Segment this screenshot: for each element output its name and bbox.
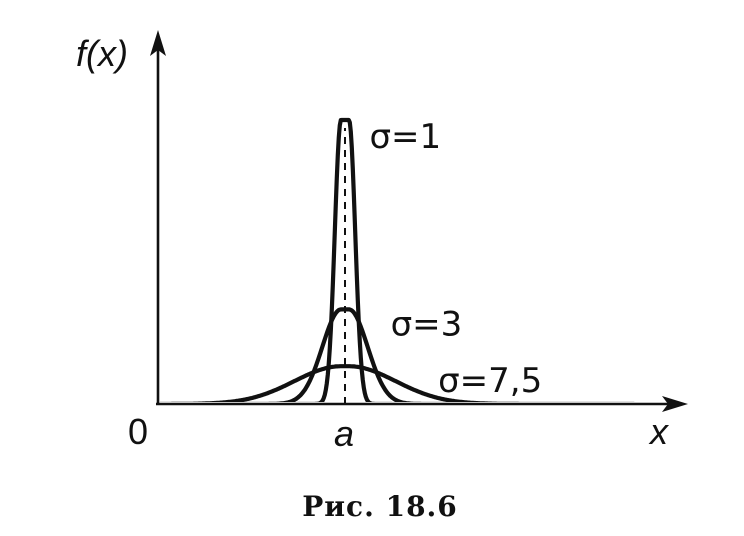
figure-caption: Рис. 18.6 (302, 490, 458, 523)
series-label-2: σ=3 (391, 304, 463, 344)
y-axis-label-text: f(x) (76, 33, 128, 74)
x-axis-label: x (648, 411, 670, 452)
mean-label: a (334, 413, 354, 454)
x-axis-arrow (662, 396, 688, 412)
curve-series-2 (222, 307, 468, 402)
series-group (160, 117, 635, 402)
series-labels: σ=1 σ=3 σ=7,5 (370, 117, 543, 401)
curve-series-3 (160, 364, 635, 402)
y-axis-arrow (150, 30, 166, 56)
y-axis-label: f(x) (76, 33, 128, 74)
curve-series-1 (297, 117, 393, 402)
origin-label: 0 (128, 411, 148, 452)
series-label-3: σ=7,5 (438, 361, 542, 401)
series-label-1: σ=1 (370, 117, 442, 157)
